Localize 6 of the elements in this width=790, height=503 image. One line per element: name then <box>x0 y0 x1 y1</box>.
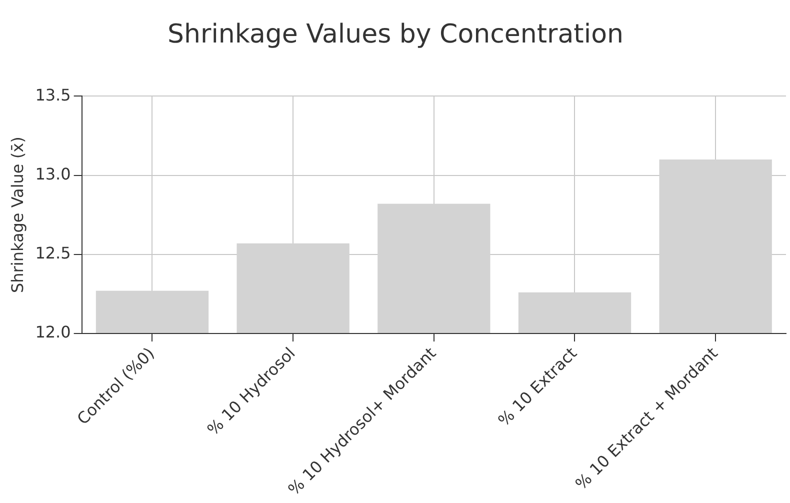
y-tick-label: 13.5 <box>35 85 71 104</box>
y-tick-label: 12.0 <box>35 322 71 342</box>
y-tick-label: 12.5 <box>35 244 71 263</box>
y-axis-title: Shrinkage Value (x̄) <box>8 136 27 293</box>
y-tick-label: 13.0 <box>35 164 71 184</box>
chart-title: Shrinkage Values by Concentration <box>168 19 624 50</box>
